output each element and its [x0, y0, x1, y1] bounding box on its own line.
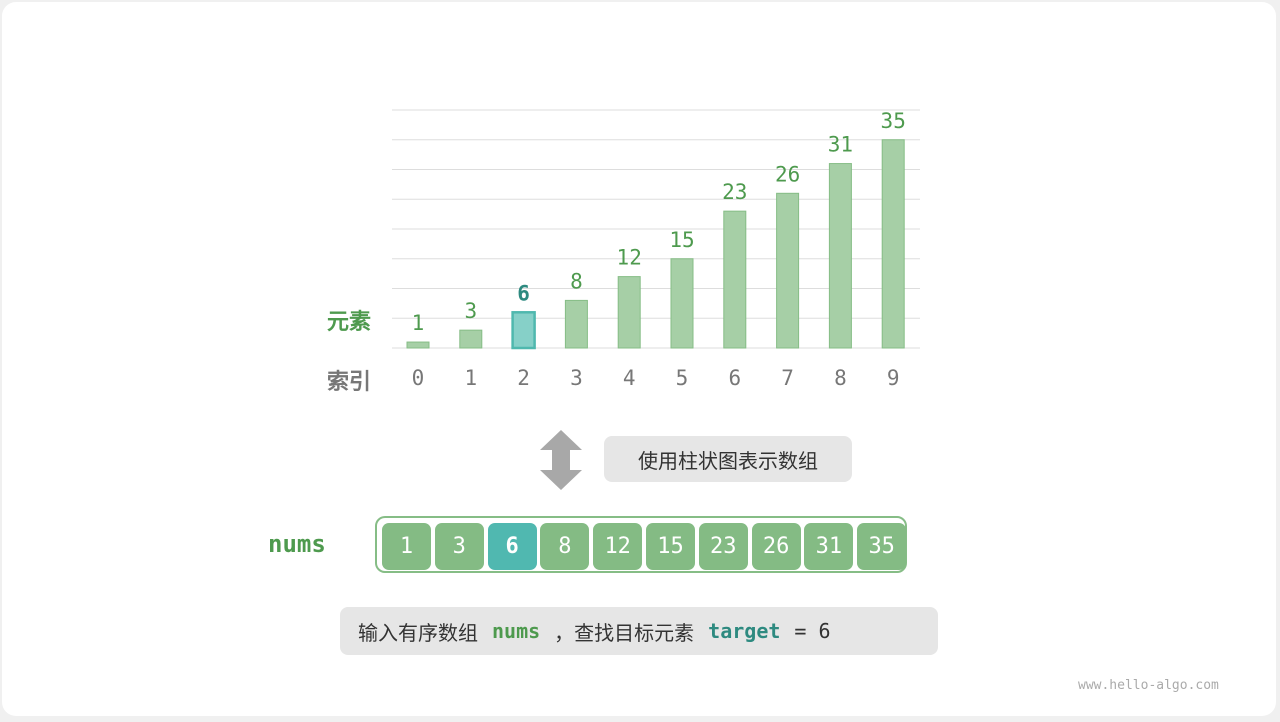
bar-value-label: 23 [722, 180, 747, 204]
note-middle: ，查找目标元素 [554, 620, 695, 645]
array-name: nums [268, 530, 326, 558]
index-tick-label: 1 [464, 366, 477, 390]
double-vertical-arrow-icon [540, 430, 582, 490]
bar [881, 139, 905, 349]
bar [828, 163, 852, 349]
bar [564, 299, 588, 349]
bar-value-label: 26 [775, 162, 800, 186]
array-cell: 23 [698, 523, 748, 570]
index-tick-label: 3 [570, 366, 583, 390]
array-box: 1 3 6 8 12 15 23 26 31 35 [375, 516, 907, 573]
index-tick-label: 7 [781, 366, 794, 390]
bar [406, 341, 430, 349]
bar-value-label: 15 [669, 228, 694, 252]
array-cell: 6 [487, 523, 537, 570]
array-cell: 26 [751, 523, 801, 570]
index-tick-label: 0 [412, 366, 425, 390]
note-nums: nums [492, 619, 541, 643]
bar-value-label: 3 [464, 299, 477, 323]
caption: 使用柱状图表示数组 [604, 436, 852, 482]
watermark: www.hello-algo.com [1078, 678, 1219, 693]
bar [776, 192, 800, 349]
array-cell: 8 [540, 523, 590, 570]
array-cell: 15 [646, 523, 695, 570]
bar-value-label: 6 [517, 281, 530, 305]
index-tick-label: 9 [887, 366, 900, 390]
array-cell: 1 [382, 523, 431, 570]
y-label: 元素 [327, 310, 372, 335]
bar-value-label: 12 [617, 246, 642, 270]
bar-value-label: 35 [881, 109, 906, 133]
bar [670, 258, 694, 349]
array-cell: 35 [857, 523, 907, 570]
index-tick-label: 6 [728, 366, 741, 390]
bottom-note: 输入有序数组 nums ，查找目标元素 target = 6 [340, 607, 938, 655]
note-equals: = 6 [794, 619, 831, 643]
bar-value-label: 8 [570, 269, 583, 293]
array-cell: 3 [434, 523, 484, 570]
note-prefix: 输入有序数组 [358, 620, 478, 645]
array-cell: 12 [593, 523, 643, 570]
index-tick-label: 4 [623, 366, 636, 390]
index-tick-label: 8 [834, 366, 847, 390]
bar-value-label: 1 [412, 311, 425, 335]
bar [723, 210, 747, 349]
index-tick-label: 5 [676, 366, 689, 390]
bar-value-label: 31 [828, 133, 853, 157]
index-tick-label: 2 [517, 366, 530, 390]
bar [617, 276, 641, 349]
array-cell: 31 [804, 523, 854, 570]
note-target: target [708, 619, 781, 643]
bar [511, 311, 536, 350]
bar [459, 329, 483, 349]
x-label: 索引 [327, 370, 372, 395]
